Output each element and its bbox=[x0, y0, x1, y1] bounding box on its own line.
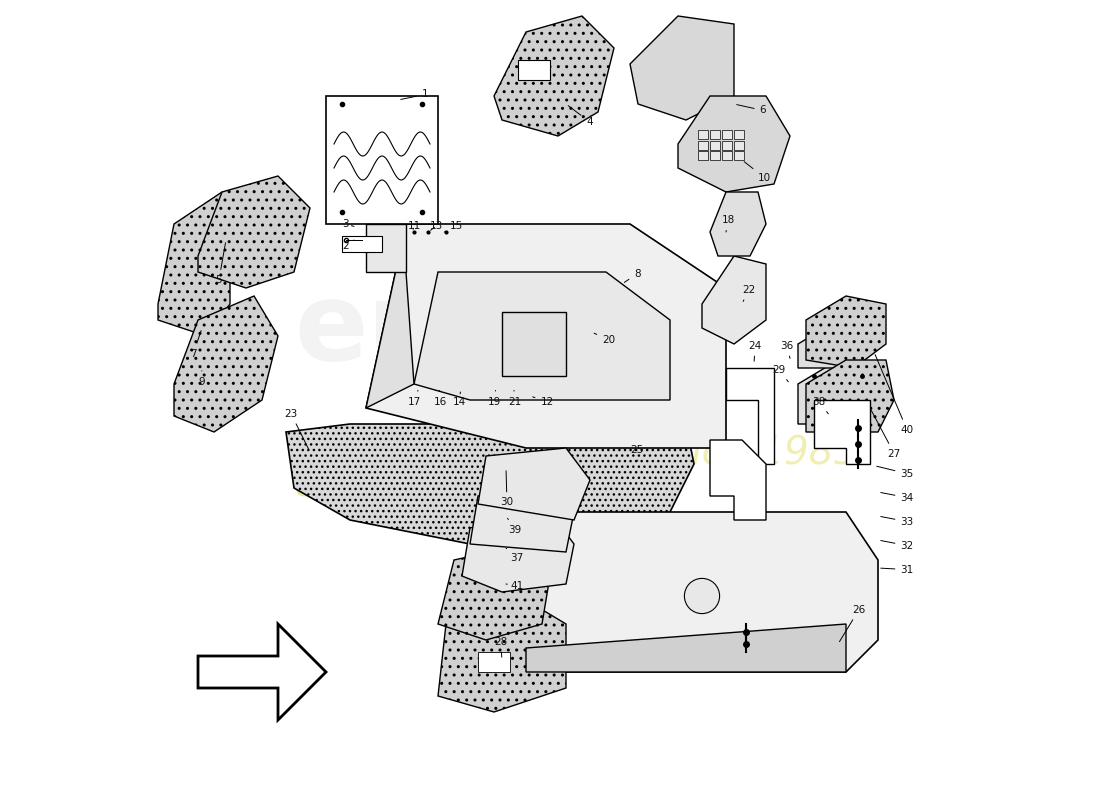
Text: 40: 40 bbox=[876, 354, 913, 434]
Polygon shape bbox=[526, 624, 846, 672]
Bar bbox=[710, 141, 720, 150]
Bar bbox=[478, 652, 510, 672]
Text: europ: europ bbox=[294, 277, 650, 383]
Polygon shape bbox=[438, 600, 566, 712]
Text: 12: 12 bbox=[532, 397, 553, 406]
Text: 17: 17 bbox=[408, 390, 421, 406]
Polygon shape bbox=[710, 192, 766, 256]
Polygon shape bbox=[726, 368, 774, 464]
Text: 22: 22 bbox=[742, 285, 756, 302]
Text: 13: 13 bbox=[430, 221, 443, 230]
Bar bbox=[518, 60, 550, 80]
Polygon shape bbox=[462, 512, 574, 592]
Polygon shape bbox=[366, 224, 406, 272]
Polygon shape bbox=[470, 480, 574, 552]
Text: 6: 6 bbox=[737, 105, 767, 115]
Text: 38: 38 bbox=[813, 397, 828, 414]
Text: 41: 41 bbox=[506, 581, 524, 590]
Bar bbox=[734, 130, 745, 139]
Text: 32: 32 bbox=[881, 541, 914, 550]
Text: 7: 7 bbox=[190, 330, 201, 358]
Polygon shape bbox=[286, 424, 694, 544]
Text: 4: 4 bbox=[569, 106, 593, 126]
Text: 26: 26 bbox=[839, 605, 866, 642]
Text: 34: 34 bbox=[881, 493, 914, 502]
Text: 9: 9 bbox=[198, 370, 205, 386]
Text: 10: 10 bbox=[745, 162, 771, 182]
Text: 11: 11 bbox=[408, 221, 421, 230]
Text: 15: 15 bbox=[444, 221, 463, 232]
Text: 16: 16 bbox=[434, 390, 448, 406]
Bar bbox=[502, 312, 566, 376]
Bar bbox=[698, 130, 708, 139]
Bar bbox=[734, 141, 745, 150]
Text: 29: 29 bbox=[772, 365, 789, 382]
FancyBboxPatch shape bbox=[326, 96, 438, 224]
Text: 25: 25 bbox=[630, 445, 644, 462]
Text: 30: 30 bbox=[500, 470, 514, 507]
Text: 19: 19 bbox=[487, 390, 500, 406]
Polygon shape bbox=[478, 448, 590, 520]
Bar bbox=[722, 141, 733, 150]
Polygon shape bbox=[806, 296, 886, 368]
Polygon shape bbox=[438, 544, 550, 640]
Text: since 1985: since 1985 bbox=[646, 434, 858, 472]
Text: 31: 31 bbox=[881, 565, 914, 574]
Text: 14: 14 bbox=[452, 392, 465, 406]
Polygon shape bbox=[702, 256, 766, 344]
Bar bbox=[710, 130, 720, 139]
Polygon shape bbox=[414, 272, 670, 400]
Text: 2: 2 bbox=[342, 240, 354, 250]
Text: 21: 21 bbox=[508, 390, 521, 406]
Text: 8: 8 bbox=[625, 269, 640, 282]
Polygon shape bbox=[798, 320, 878, 368]
Text: 35: 35 bbox=[877, 466, 914, 478]
Bar bbox=[698, 141, 708, 150]
Text: 20: 20 bbox=[594, 333, 615, 345]
Text: 24: 24 bbox=[748, 341, 761, 362]
Polygon shape bbox=[814, 400, 870, 464]
Circle shape bbox=[684, 578, 719, 614]
Bar bbox=[342, 236, 382, 252]
Text: 27: 27 bbox=[871, 410, 901, 458]
Polygon shape bbox=[526, 512, 878, 672]
Text: 36: 36 bbox=[780, 341, 794, 358]
Text: 33: 33 bbox=[881, 517, 914, 526]
Polygon shape bbox=[798, 360, 878, 424]
Polygon shape bbox=[174, 296, 278, 432]
Polygon shape bbox=[630, 16, 734, 120]
Bar bbox=[734, 151, 745, 160]
Text: 5: 5 bbox=[216, 242, 225, 285]
Polygon shape bbox=[158, 192, 230, 336]
Text: 28: 28 bbox=[494, 637, 507, 658]
Text: 23: 23 bbox=[285, 409, 309, 450]
Bar bbox=[722, 130, 733, 139]
Polygon shape bbox=[806, 360, 894, 432]
Polygon shape bbox=[678, 96, 790, 192]
Polygon shape bbox=[198, 624, 326, 720]
Polygon shape bbox=[494, 16, 614, 136]
Text: a passion: a passion bbox=[294, 458, 531, 506]
Bar bbox=[722, 151, 733, 160]
Text: 3: 3 bbox=[342, 219, 354, 229]
Polygon shape bbox=[366, 224, 414, 408]
Polygon shape bbox=[710, 440, 766, 520]
Text: 18: 18 bbox=[722, 215, 735, 232]
Polygon shape bbox=[366, 224, 726, 448]
Bar bbox=[698, 151, 708, 160]
Bar bbox=[710, 151, 720, 160]
Text: 39: 39 bbox=[507, 518, 521, 534]
Text: 1: 1 bbox=[400, 90, 429, 99]
Polygon shape bbox=[198, 176, 310, 288]
Text: 37: 37 bbox=[506, 548, 524, 563]
